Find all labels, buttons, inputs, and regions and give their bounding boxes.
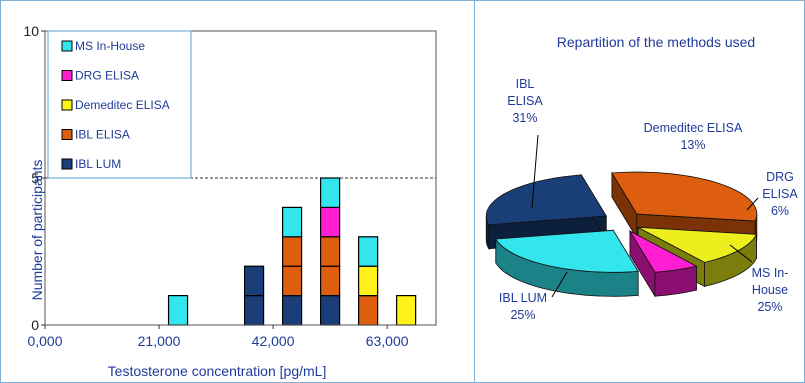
bar-segment-ms-in-house (167, 295, 189, 326)
histogram-chart: 0 5 10 0,000 21,000 42,000 63,000 MS In-House D… (23, 23, 437, 379)
legend-swatch (61, 70, 73, 81)
pie-label-ibl-elisa: IBL (516, 77, 535, 91)
pie-leader-ibl-lum (551, 271, 568, 298)
pie-label-drg-elisa: DRG (766, 170, 794, 184)
bar-segment-demeditec-elisa (396, 295, 417, 326)
pie-chart: Repartition of the methods used IBL ELISA… (485, 34, 798, 322)
x-tick-label: 21,000 (138, 333, 181, 349)
pie-leader-ms-in-house (729, 244, 753, 263)
y-tick-label: 0 (31, 317, 39, 333)
pie-slice-ibl-elisa (611, 171, 758, 222)
bar-segment-ibl-lum (243, 265, 265, 297)
pie-label-demeditec-elisa: Demeditec ELISA (644, 121, 743, 135)
bar-segment-ms-in-house (320, 177, 341, 208)
panel-divider (474, 0, 475, 383)
bar-segment-ibl-elisa (281, 265, 303, 297)
pie-label-drg-elisa: 6% (771, 204, 789, 218)
pie-leader-drg-elisa (746, 197, 759, 211)
legend-swatch (61, 99, 73, 111)
pie-slice-demeditec-elisa (637, 226, 758, 263)
pie-label-ibl-elisa: 31% (512, 111, 537, 125)
pie-leader-ibl-elisa (531, 134, 539, 209)
pie-slice-drg-elisa (628, 230, 698, 273)
bar-segment-drg-elisa (320, 206, 341, 238)
x-axis-label: Testosterone concentration [pg/mL] (108, 363, 327, 379)
legend-swatch (61, 40, 73, 52)
bar-segment-ms-in-house (358, 236, 379, 267)
x-tick-label: 63,000 (366, 333, 409, 349)
legend-entry: DRG ELISA (75, 69, 139, 83)
bar-segment-ibl-elisa (320, 236, 341, 267)
legend-swatch (61, 158, 73, 170)
pie-label-ibl-lum: IBL LUM (499, 291, 547, 305)
pie-label-ibl-lum: 25% (510, 308, 535, 322)
pie-label-drg-elisa: ELISA (762, 187, 798, 201)
bar-segment-demeditec-elisa (358, 265, 379, 297)
pie-label-ms-in-house: 25% (757, 300, 782, 314)
bar-segment-ibl-lum (243, 295, 265, 326)
pie-slice-ms-in-house (495, 229, 639, 273)
pie-title: Repartition of the methods used (557, 34, 755, 50)
legend-swatch (61, 129, 73, 140)
bar-segment-ibl-lum (320, 295, 341, 326)
bar-segment-ibl-elisa (358, 295, 379, 326)
pie-slice-ibl-lum (485, 174, 607, 226)
bar-segment-ibl-elisa (320, 265, 341, 297)
bar-segment-ibl-elisa (281, 236, 303, 267)
legend-entry: MS In-House (75, 39, 145, 53)
pie-label-ibl-elisa: ELISA (507, 94, 543, 108)
bar-segment-ibl-lum (281, 295, 303, 326)
y-tick-label: 5 (31, 170, 39, 186)
legend-entry: IBL LUM (75, 157, 121, 171)
legend-entry: Demeditec ELISA (75, 98, 170, 112)
legend-entry: IBL ELISA (75, 128, 130, 142)
x-tick-label: 42,000 (252, 333, 295, 349)
pie-label-demeditec-elisa: 13% (680, 138, 705, 152)
y-tick-label: 10 (23, 23, 39, 39)
x-tick-label: 0,000 (27, 333, 62, 349)
pie-label-ms-in-house: MS In- (752, 266, 789, 280)
y-axis-label: Number of participants (29, 160, 45, 301)
pie-label-ms-in-house: House (752, 283, 788, 297)
bar-segment-ms-in-house (281, 206, 303, 238)
